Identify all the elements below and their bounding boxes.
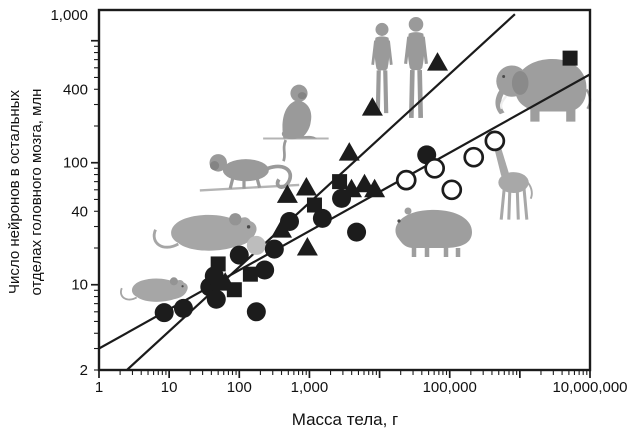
data-points [154,50,578,323]
point-open_circles [463,146,485,168]
point-filled_circles [264,239,284,259]
point-filled_triangles [338,142,360,161]
point-filled_triangles [341,178,363,198]
point-open_circles [484,130,506,152]
plot-frame-layer [97,8,592,372]
point-filled_squares [242,266,258,282]
point-filled_squares [562,50,578,66]
y-axis-title-line2: отделах головного мозга, млн [28,89,45,296]
y-tick-label: 10 [71,277,88,294]
capybara-illustration [396,208,472,258]
y-tick-label: 2 [80,362,88,379]
mouse-illustration [119,276,189,303]
point-filled_circles [154,303,174,323]
point-open_circles [441,179,463,201]
point-filled_squares [332,174,348,190]
axes: 1 10 100 1,000 100,000 10,000,000 1,000 400 100 4… [50,7,627,396]
point-filled_circles [229,245,249,265]
point-filled_circles [246,302,266,322]
point-filled_circles [255,260,275,280]
y-tick-label: 100 [63,155,88,172]
y-tick-label: 400 [63,81,88,98]
point-filled_triangles [427,52,449,71]
regression-line-shallow [99,73,590,350]
x-tick-label: 1,000 [291,379,329,396]
x-tick-label: 1 [95,379,103,396]
x-axis-title: Масса тела, г [292,410,399,429]
point-filled_triangles [295,177,317,196]
y-tick-label: 1,000 [50,7,88,24]
elephant-illustration [494,57,592,123]
point-filled_triangles [276,184,298,203]
y-axis-title-line1: Число нейронов в остальных [6,90,23,294]
point-filled_circles [312,208,332,228]
point-gray_circle [246,235,266,255]
plot-frame [97,8,592,372]
macaque-monkey-illustration [261,83,331,163]
point-filled_triangles [361,97,383,116]
point-filled_squares [306,197,322,213]
point-filled_triangles [364,178,386,198]
point-open_circles [395,169,417,191]
point-filled_triangles [296,237,318,256]
point-filled_circles [347,222,367,242]
point-filled_circles [206,289,226,309]
x-tick-label: 100,000 [423,379,477,396]
point-filled_squares [226,282,242,298]
x-tick-label: 100 [227,379,252,396]
x-tick-label: 10 [161,379,178,396]
y-tick-label: 40 [71,203,88,220]
point-filled_squares [210,256,226,272]
point-filled_circles [173,298,193,318]
point-filled_triangles [271,219,293,238]
x-tick-label: 10,000,000 [552,379,627,396]
point-open_circles [424,157,446,179]
rat-illustration [152,211,258,253]
